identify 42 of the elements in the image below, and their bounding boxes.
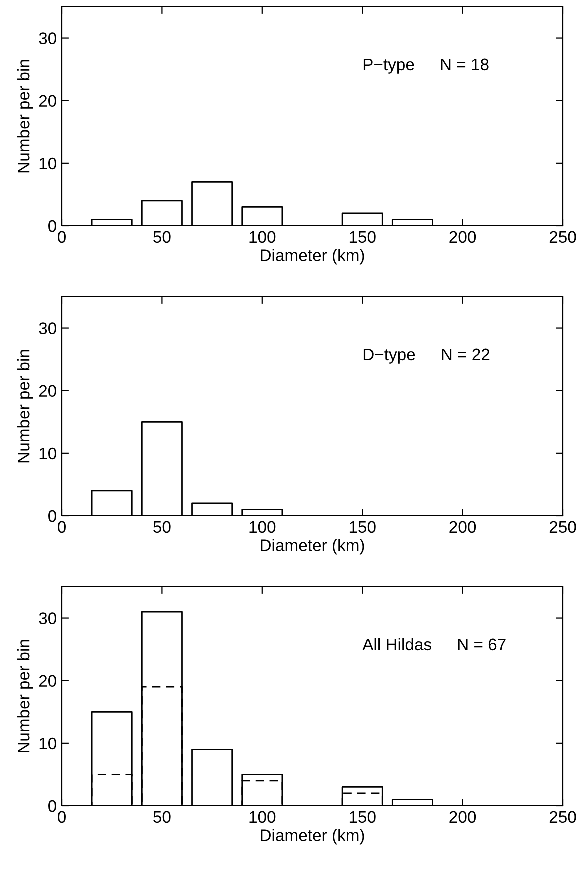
x-tick-label: 0 (58, 811, 66, 824)
x-tick-label: 200 (450, 231, 476, 244)
annotation: N = 67 (458, 638, 506, 651)
annotation: D−type (364, 348, 416, 364)
y-tick-label: 0 (48, 510, 56, 522)
x-tick-label: 0 (58, 231, 66, 244)
annotation: All Hildas (362, 638, 432, 651)
x-axis-title: Diameter (km) (261, 539, 364, 555)
y-tick-label: 10 (40, 448, 56, 460)
y-tick-label: 20 (39, 385, 56, 398)
y-tick-label: 30 (39, 32, 56, 44)
y-axis-title: Number per bin (18, 640, 34, 753)
x-tick-label: 250 (550, 231, 576, 244)
x-axis-title: Diameter (km) (261, 249, 364, 265)
x-tick-label: 100 (250, 521, 276, 534)
x-tick-label: 250 (550, 811, 576, 824)
y-axis-title: Number per bin (18, 350, 34, 463)
y-tick-label: 20 (39, 95, 56, 108)
y-tick-label: 10 (40, 158, 56, 170)
y-tick-label: 30 (39, 612, 56, 624)
x-tick-label: 50 (154, 521, 171, 534)
y-tick-label: 30 (39, 322, 56, 334)
x-tick-label: 150 (350, 521, 376, 534)
x-tick-label: 250 (550, 521, 576, 534)
x-tick-label: 100 (250, 811, 276, 824)
x-tick-label: 50 (154, 231, 171, 244)
y-tick-label: 0 (48, 220, 56, 232)
x-tick-label: 150 (350, 811, 376, 824)
annotation: N = 18 (441, 58, 489, 71)
x-tick-label: 50 (154, 811, 171, 824)
x-tick-label: 100 (250, 231, 276, 244)
x-tick-label: 200 (450, 521, 476, 534)
x-axis-title: Diameter (km) (261, 829, 364, 845)
y-tick-label: 0 (48, 800, 56, 812)
x-tick-label: 0 (58, 521, 66, 534)
x-tick-label: 200 (450, 811, 476, 824)
y-tick-label: 10 (40, 738, 56, 750)
y-axis-title: Number per bin (18, 60, 34, 173)
annotation: P−type (364, 58, 414, 74)
annotation: N = 22 (442, 348, 490, 360)
x-tick-label: 150 (350, 231, 376, 244)
y-tick-label: 20 (39, 675, 56, 688)
